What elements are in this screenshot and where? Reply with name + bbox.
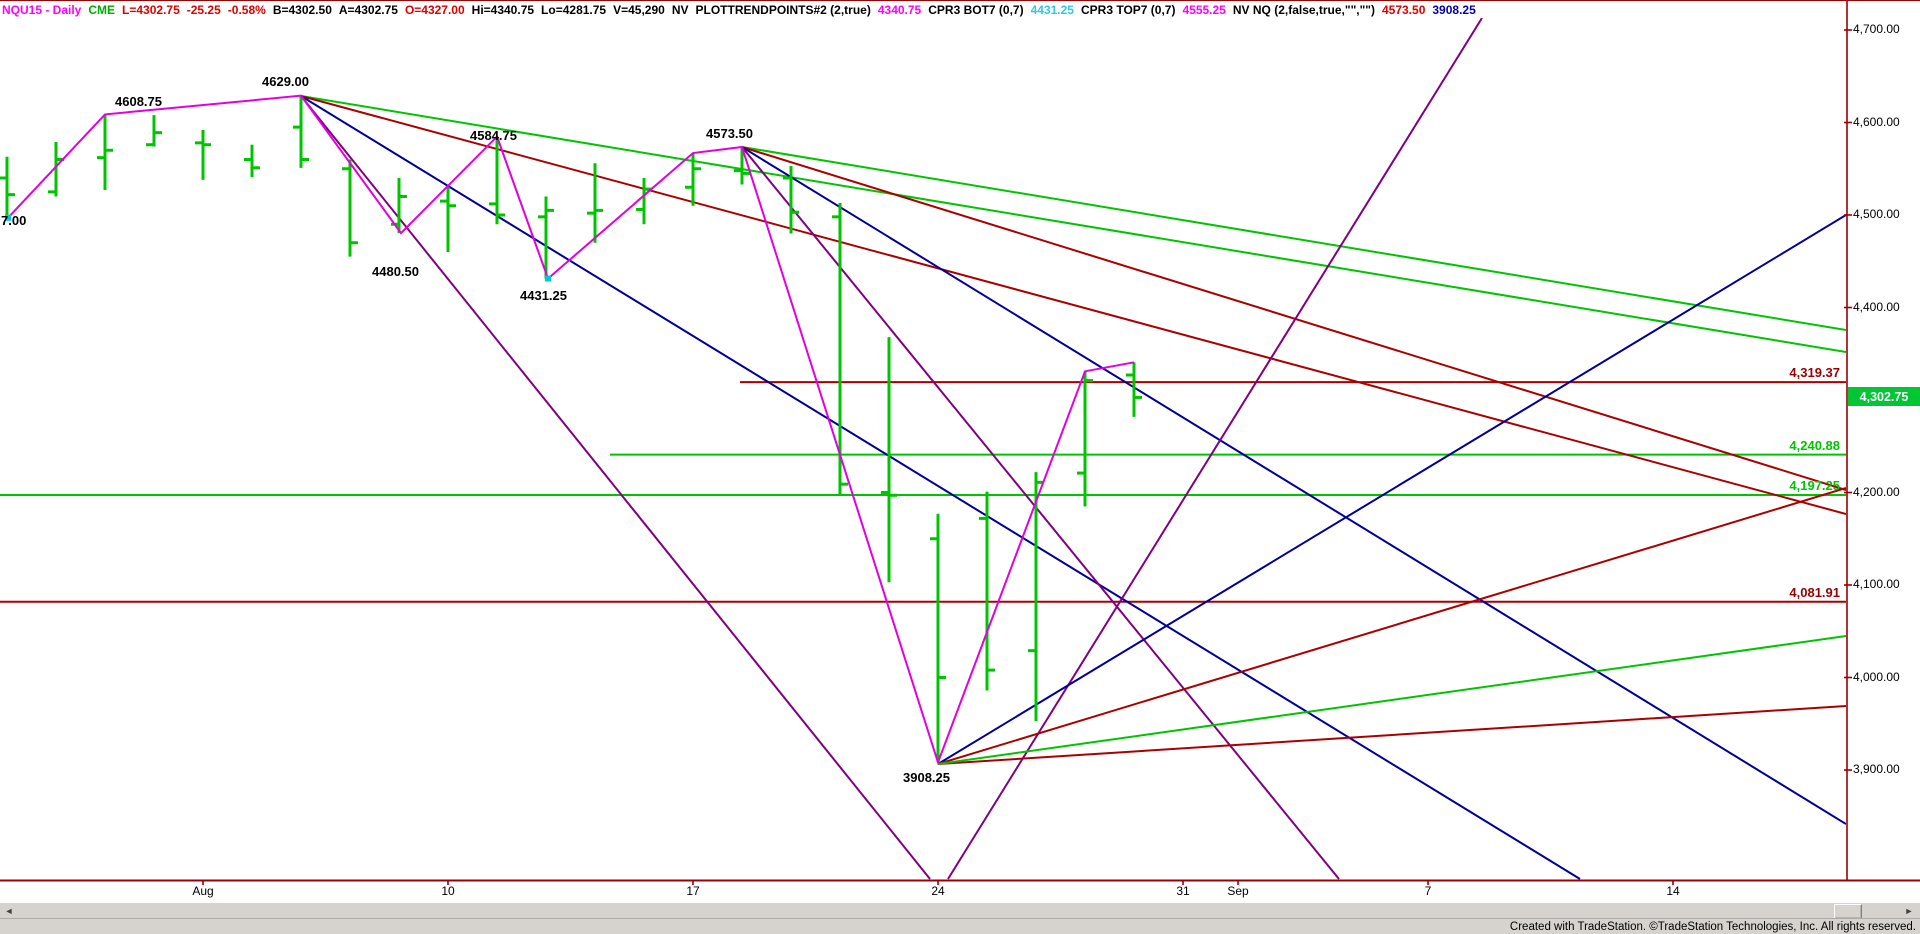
price-bar[interactable] xyxy=(685,153,701,206)
trend-line[interactable] xyxy=(741,146,1846,331)
header-field: 4573.50 xyxy=(1381,2,1426,17)
trend-line[interactable] xyxy=(937,635,1846,765)
level-price-label: 4,240.88 xyxy=(1789,437,1840,453)
time-axis-label: 14 xyxy=(1666,884,1680,898)
price-axis-label: 4,700.00 xyxy=(1853,22,1900,36)
price-bar[interactable] xyxy=(97,114,113,191)
price-axis-label: 4,600.00 xyxy=(1853,114,1900,129)
header-field: CME xyxy=(88,2,116,17)
copyright-text: Created with TradeStation. ©TradeStation… xyxy=(1509,920,1916,933)
header-field: -25.25 xyxy=(186,2,221,17)
swing-price-label: 4584.75 xyxy=(470,128,517,143)
study-dot xyxy=(5,214,11,221)
header-field: L=4302.75 xyxy=(122,2,180,17)
time-axis-label: 17 xyxy=(686,884,700,898)
study-dot xyxy=(545,275,551,282)
price-axis-label: 4,400.00 xyxy=(1853,299,1900,314)
price-axis-label: 4,100.00 xyxy=(1853,577,1900,591)
trend-line[interactable] xyxy=(300,95,1581,880)
trend-line[interactable] xyxy=(741,146,1846,825)
time-axis-label: 10 xyxy=(441,884,455,898)
time-axis-label: Aug xyxy=(192,884,214,898)
price-bar[interactable] xyxy=(342,159,358,257)
symbol-status-bar: NQU15 - Daily CME L=4302.75 -25.25 -0.58% B=4… xyxy=(2,2,1483,17)
swing-price-label: 3908.25 xyxy=(903,770,950,785)
last-price-badge: 4,302.75 xyxy=(1848,387,1920,407)
swing-price-label: 4431.25 xyxy=(520,288,567,303)
swing-price-label: 4573.50 xyxy=(706,126,753,141)
header-field: -0.58% xyxy=(227,2,266,17)
header-field: NQU15 - Daily xyxy=(2,2,82,17)
price-bar[interactable] xyxy=(979,491,995,691)
header-field: A=4302.75 xyxy=(338,2,398,17)
swing-zigzag-line[interactable] xyxy=(7,94,1135,766)
swing-price-label: 4608.75 xyxy=(115,94,162,109)
price-axis-label: 4,200.00 xyxy=(1853,484,1900,499)
header-field: Hi=4340.75 xyxy=(471,2,535,17)
price-bar[interactable] xyxy=(783,165,799,234)
price-bar[interactable] xyxy=(195,129,211,180)
level-price-label: 4,319.37 xyxy=(1789,365,1840,381)
trend-line[interactable] xyxy=(300,95,1846,515)
time-axis-label: Sep xyxy=(1227,884,1249,898)
trend-line[interactable] xyxy=(937,214,1846,765)
price-bar[interactable] xyxy=(440,187,456,252)
price-bar[interactable] xyxy=(1077,371,1093,507)
level-price-label: 4,081.91 xyxy=(1789,584,1840,600)
header-field: O=4327.00 xyxy=(404,2,465,17)
price-axis-label: 3,900.00 xyxy=(1853,762,1900,776)
trend-line[interactable] xyxy=(741,146,1846,491)
price-bar[interactable] xyxy=(0,156,15,218)
header-field: CPR3 BOT7 (0,7) xyxy=(928,2,1024,17)
time-axis-label: 24 xyxy=(931,884,945,898)
price-bar[interactable] xyxy=(930,513,946,763)
price-bar[interactable] xyxy=(244,144,260,178)
price-bar[interactable] xyxy=(832,202,848,496)
price-bar[interactable] xyxy=(1126,362,1142,417)
header-field: 3908.25 xyxy=(1432,2,1476,17)
level-price-label: 4,197.25 xyxy=(1789,478,1840,494)
header-field: 4431.25 xyxy=(1030,2,1074,17)
price-axis-label: 4,000.00 xyxy=(1853,669,1900,684)
scroll-right-arrow-icon[interactable]: ► xyxy=(1904,906,1914,916)
price-bar[interactable] xyxy=(293,95,309,168)
price-bar[interactable] xyxy=(489,136,505,225)
price-bar[interactable] xyxy=(587,163,603,243)
header-field: PLOTTRENDPOINTS#2 (2,true) xyxy=(695,2,871,17)
window-top-edge xyxy=(0,0,1920,1)
header-field: 4340.75 xyxy=(877,2,922,17)
horizontal-scrollbar[interactable]: ◄ ► xyxy=(0,902,1920,919)
trend-line[interactable] xyxy=(937,705,1846,765)
header-field: NV NQ (2,false,true,"","") xyxy=(1232,2,1375,17)
price-bar[interactable] xyxy=(734,147,750,185)
price-bar[interactable] xyxy=(48,141,64,197)
header-field: 4555.25 xyxy=(1182,2,1226,17)
price-bar[interactable] xyxy=(881,337,897,583)
time-axis-label: 7 xyxy=(1424,884,1432,898)
header-field: NV xyxy=(671,2,689,17)
plot-area[interactable] xyxy=(0,18,1846,880)
scrollbar-thumb[interactable] xyxy=(1834,904,1862,919)
trend-line[interactable] xyxy=(300,95,931,880)
price-bar[interactable] xyxy=(538,196,554,279)
price-axis-label: 4,500.00 xyxy=(1853,207,1900,221)
trend-line[interactable] xyxy=(741,146,1340,880)
trend-line[interactable] xyxy=(300,95,1846,353)
swing-price-label: 7.00 xyxy=(1,213,27,228)
trend-line[interactable] xyxy=(947,18,1483,880)
price-bar[interactable] xyxy=(1028,472,1044,721)
header-field: Lo=4281.75 xyxy=(541,2,607,17)
swing-price-label: 4480.50 xyxy=(372,264,419,279)
time-axis-label: 31 xyxy=(1176,884,1190,898)
header-field: B=4302.50 xyxy=(272,2,332,17)
scroll-left-arrow-icon[interactable]: ◄ xyxy=(4,906,14,916)
header-field: V=45,290 xyxy=(613,2,665,17)
price-bar[interactable] xyxy=(146,115,162,147)
status-bar: Created with TradeStation. ©TradeStation… xyxy=(0,918,1920,934)
header-field: CPR3 TOP7 (0,7) xyxy=(1080,2,1176,17)
swing-price-label: 4629.00 xyxy=(262,74,309,89)
trend-line[interactable] xyxy=(937,487,1846,765)
